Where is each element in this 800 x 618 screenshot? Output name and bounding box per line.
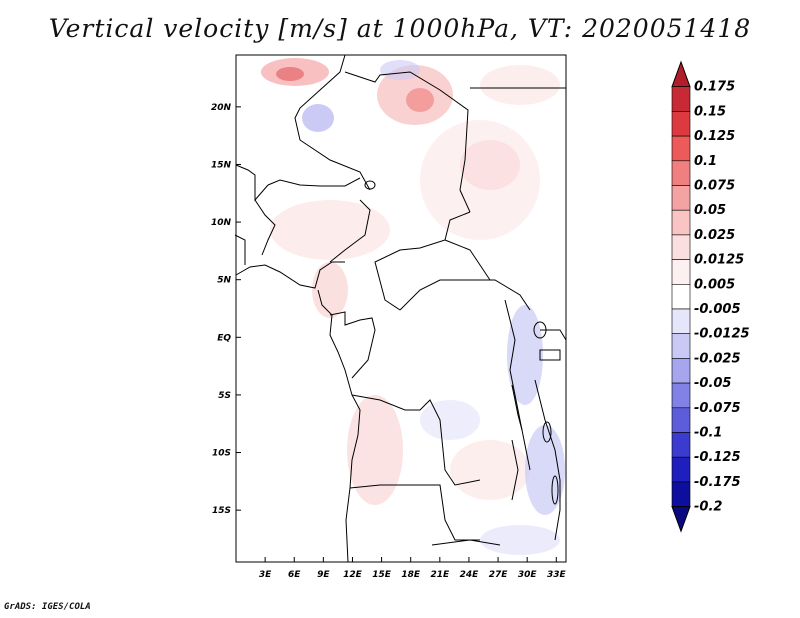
grads-footer: GrADS: IGES/COLA bbox=[4, 602, 91, 612]
colorbar-segment bbox=[671, 481, 691, 507]
colorbar-segment bbox=[671, 209, 691, 236]
lon-tick-label: 12E bbox=[343, 570, 363, 580]
colorbar-bottom-arrow bbox=[671, 506, 691, 533]
lat-tick-label: 15S bbox=[212, 506, 231, 516]
map-frame: 3E 6E 9E 12E 15E 18E 21E 24E 27E 30E 33E 20N 15N 10N… bbox=[211, 54, 567, 580]
positive-velocity-shading bbox=[261, 58, 560, 505]
lon-tick-label: 9E bbox=[317, 570, 330, 580]
colorbar-label: 0.075 bbox=[694, 179, 735, 194]
lat-tick-label: 5N bbox=[217, 276, 231, 286]
colorbar-label: -0.175 bbox=[694, 475, 741, 490]
colorbar-label: -0.1 bbox=[694, 426, 722, 441]
lat-tick-label: 15N bbox=[211, 160, 232, 170]
longitude-ticks: 3E 6E 9E 12E 15E 18E 21E 24E 27E 30E 33E bbox=[259, 557, 567, 580]
map-title: Vertical velocity [m/s] at 1000hPa, VT: … bbox=[48, 14, 752, 43]
lat-tick-label: 20N bbox=[211, 103, 232, 113]
colorbar-label: 0.1 bbox=[694, 154, 717, 169]
lon-tick-label: 33E bbox=[547, 570, 567, 580]
colorbar-label: 0.005 bbox=[694, 277, 735, 292]
lat-tick-label: 10S bbox=[212, 449, 231, 459]
colorbar-label: -0.075 bbox=[694, 401, 741, 416]
negative-velocity-shading bbox=[302, 60, 565, 555]
lon-tick-label: 24E bbox=[460, 570, 480, 580]
colorbar-label: -0.025 bbox=[694, 351, 741, 366]
lon-tick-label: 27E bbox=[489, 570, 509, 580]
colorbar-label: 0.025 bbox=[694, 228, 735, 243]
colorbar-segment bbox=[671, 111, 691, 137]
colorbar-label: -0.0125 bbox=[694, 327, 750, 342]
colorbar-segment bbox=[671, 358, 691, 384]
colorbar-segment bbox=[671, 185, 691, 211]
country-borders bbox=[234, 54, 567, 563]
lon-tick-label: 30E bbox=[518, 570, 538, 580]
lat-tick-label: EQ bbox=[217, 333, 231, 343]
colorbar-top-arrow bbox=[671, 60, 691, 88]
colorbar-label: 0.15 bbox=[694, 104, 726, 119]
colorbar-label: 0.05 bbox=[694, 203, 726, 218]
colorbar-segment bbox=[671, 333, 691, 359]
lat-tick-label: 10N bbox=[211, 218, 232, 228]
latitude-ticks: 20N 15N 10N 5N EQ 5S 10S 15S bbox=[211, 103, 241, 516]
colorbar-label: -0.05 bbox=[694, 376, 731, 391]
colorbar-segment bbox=[671, 407, 691, 433]
colorbar-segment bbox=[671, 308, 691, 335]
colorbar-label: -0.005 bbox=[694, 302, 741, 317]
colorbar-label: -0.125 bbox=[694, 450, 741, 465]
colorbar-segment bbox=[671, 234, 691, 260]
colorbar-segment bbox=[671, 432, 691, 458]
lon-tick-label: 18E bbox=[401, 570, 421, 580]
colorbar-label: 0.0125 bbox=[694, 253, 744, 268]
colorbar-segment bbox=[671, 259, 691, 285]
colorbar-segment bbox=[671, 135, 691, 162]
colorbar-segment bbox=[671, 283, 691, 310]
lon-tick-label: 6E bbox=[288, 570, 301, 580]
colorbar-label: -0.2 bbox=[694, 500, 722, 515]
lon-tick-label: 3E bbox=[259, 570, 272, 580]
colorbar-segment bbox=[671, 86, 691, 112]
colorbar-label: 0.175 bbox=[694, 80, 735, 95]
lat-tick-label: 5S bbox=[218, 391, 231, 401]
colorbar-segment bbox=[671, 382, 691, 409]
lon-tick-label: 21E bbox=[430, 570, 450, 580]
colorbar: 0.175 0.15 0.125 0.1 0.075 0.05 0.025 0.0125 0.0… bbox=[671, 60, 750, 533]
colorbar-segment bbox=[671, 456, 691, 483]
lakes bbox=[364, 180, 559, 505]
lon-tick-label: 15E bbox=[372, 570, 392, 580]
colorbar-label: 0.125 bbox=[694, 129, 735, 144]
colorbar-segment bbox=[671, 160, 691, 186]
